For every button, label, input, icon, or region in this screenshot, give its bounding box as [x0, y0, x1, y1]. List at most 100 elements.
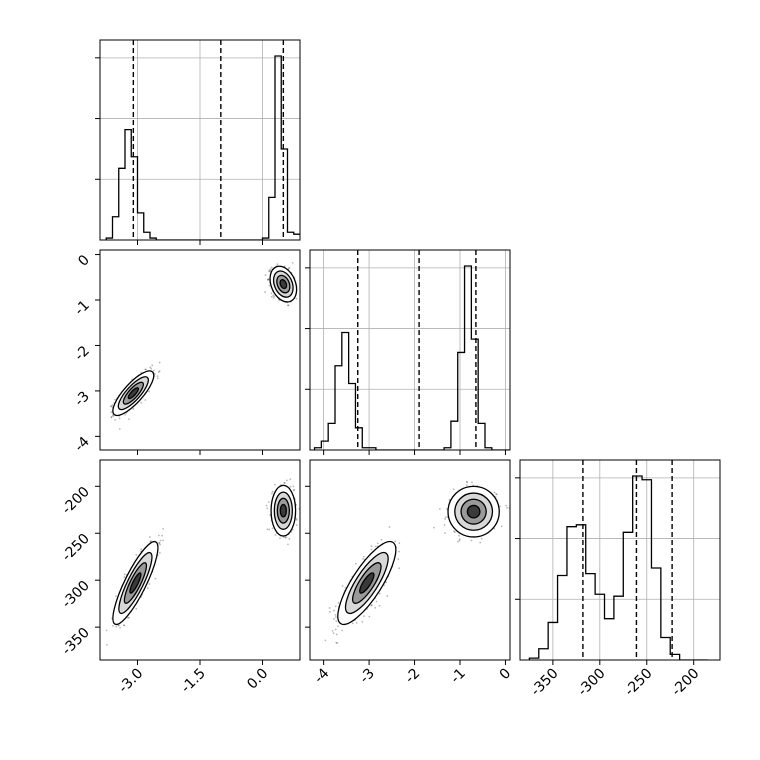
sample-point — [140, 371, 143, 374]
sample-point — [270, 292, 273, 295]
sample-point — [292, 485, 295, 488]
sample-point — [499, 505, 502, 508]
sample-point — [286, 304, 289, 307]
hist-bar — [576, 525, 585, 660]
hist-bar — [269, 197, 275, 240]
hist-bars — [528, 475, 708, 660]
sample-point — [386, 595, 389, 597]
sample-point — [334, 605, 337, 608]
sample-point — [329, 610, 331, 613]
axis-ticks: -350 -300 -250 -200 — [528, 660, 703, 699]
sample-point — [158, 542, 161, 545]
hist-bar — [294, 234, 300, 240]
sample-point — [394, 540, 397, 543]
sample-point — [287, 304, 290, 307]
sample-point — [334, 616, 337, 618]
scatter-content — [105, 478, 300, 646]
y-tick-label: -350 — [59, 625, 93, 659]
sample-point — [268, 284, 271, 287]
axis-ticks — [323, 450, 506, 455]
sample-point — [279, 537, 281, 540]
hist-bar — [478, 423, 485, 450]
sample-point — [117, 624, 120, 627]
sample-point — [495, 493, 498, 496]
sample-point — [500, 525, 503, 528]
sample-point — [453, 530, 455, 533]
sample-point — [370, 604, 373, 607]
sample-point — [380, 538, 383, 541]
hist-bar — [567, 527, 576, 660]
sample-point — [105, 629, 108, 632]
sample-point — [161, 534, 164, 537]
sample-point — [109, 405, 112, 408]
sample-point — [266, 528, 269, 531]
sample-point — [267, 278, 270, 280]
sample-point — [328, 607, 331, 609]
sample-point — [144, 399, 147, 401]
hist-bar — [335, 366, 342, 450]
hist-panel-1 — [305, 249, 511, 451]
y-tick-label: 0 — [75, 252, 93, 270]
sample-point — [444, 518, 447, 520]
sample-point — [458, 539, 461, 542]
sample-point — [465, 484, 468, 487]
hist-bar — [539, 649, 548, 660]
sample-point — [135, 553, 138, 556]
sample-point — [148, 583, 151, 585]
sample-point — [147, 587, 149, 590]
hist-frame — [519, 459, 721, 661]
sample-point — [289, 478, 292, 481]
sample-point — [148, 390, 151, 393]
hist-bar — [131, 157, 137, 240]
sample-point — [480, 537, 483, 540]
hist-bar — [288, 232, 294, 240]
axis-ticks — [137, 240, 263, 245]
sample-point — [444, 532, 446, 534]
sample-point — [301, 287, 303, 289]
x-tick-label: -250 — [622, 666, 656, 700]
sample-point — [332, 632, 335, 635]
sample-point — [276, 263, 279, 266]
sample-point — [111, 414, 114, 417]
x-tick-label: 0.0 — [244, 666, 271, 693]
sample-point — [162, 539, 164, 542]
sample-point — [148, 536, 151, 538]
sample-point — [274, 534, 277, 536]
sample-point — [445, 516, 447, 519]
sample-point — [128, 616, 130, 619]
sample-point — [265, 504, 268, 507]
y-tick-label: -2 — [72, 343, 93, 364]
sample-point — [361, 620, 364, 623]
x-tick-label: -2 — [402, 666, 423, 687]
sample-point — [264, 291, 266, 293]
sample-point — [284, 536, 287, 539]
sample-point — [295, 524, 298, 526]
sample-point — [154, 577, 157, 580]
sample-point — [278, 299, 281, 302]
sample-point — [385, 581, 388, 584]
hist-frame — [309, 249, 511, 451]
sample-point — [370, 604, 373, 606]
x-tick-label: -200 — [669, 666, 703, 700]
sample-point — [337, 602, 340, 604]
hist-bar — [623, 532, 632, 660]
sample-point — [159, 543, 161, 546]
sample-point — [398, 542, 401, 545]
hist-bar — [342, 333, 349, 450]
sample-point — [272, 296, 275, 299]
sample-point — [132, 407, 135, 410]
sample-point — [376, 542, 379, 545]
sample-point — [274, 483, 277, 486]
sample-point — [272, 294, 275, 297]
sample-point — [135, 607, 138, 610]
sample-point — [119, 626, 121, 629]
sample-point — [114, 418, 117, 421]
sample-point — [362, 555, 365, 558]
sample-point — [443, 524, 446, 526]
hist-bar — [458, 352, 465, 450]
hist-bar — [661, 637, 670, 660]
scatter-panel-2 — [309, 459, 511, 661]
sample-point — [471, 481, 473, 484]
sample-point — [271, 490, 274, 493]
